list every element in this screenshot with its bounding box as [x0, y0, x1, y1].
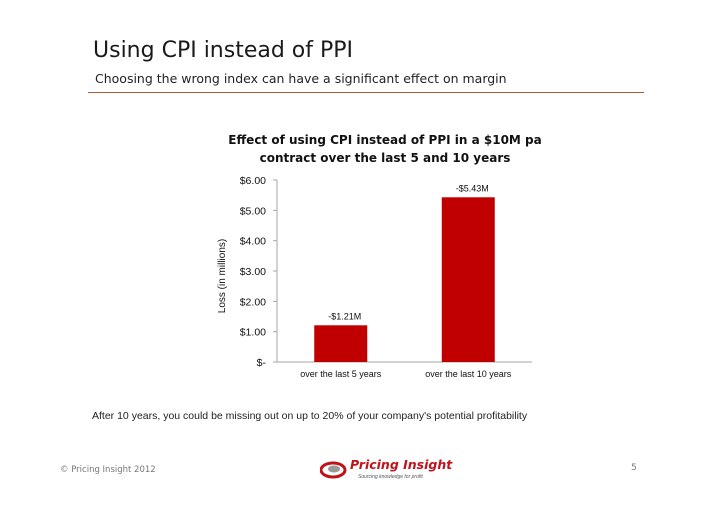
- x-category-label: over the last 10 years: [425, 369, 512, 379]
- logo-swirl-icon: [320, 461, 347, 479]
- copyright-text: © Pricing Insight 2012: [60, 465, 156, 475]
- y-axis-label: Loss (in millions): [217, 239, 228, 313]
- chart-title: Effect of using CPI instead of PPI in a …: [200, 131, 570, 167]
- pricing-insight-logo: Pricing Insight Sourcing knowledge for p…: [320, 455, 452, 487]
- bar: [314, 325, 368, 362]
- footnote: After 10 years, you could be missing out…: [92, 410, 528, 422]
- logo-tagline: Sourcing knowledge for profit: [358, 474, 423, 480]
- bar: [441, 197, 495, 362]
- title-divider: [88, 92, 644, 93]
- logo-name: Pricing Insight: [350, 457, 453, 472]
- bar-data-label: -$5.43M: [456, 183, 489, 193]
- slide-title: Using CPI instead of PPI: [93, 38, 354, 63]
- bar-data-label: -$1.21M: [328, 311, 361, 321]
- y-tick-label: $6.00: [240, 175, 266, 187]
- page-number: 5: [631, 463, 637, 473]
- chart-title-line-1: Effect of using CPI instead of PPI in a …: [228, 133, 542, 147]
- y-tick-label: $3.00: [240, 266, 266, 278]
- chart-title-line-2: contract over the last 5 and 10 years: [259, 151, 511, 165]
- y-tick-label: $4.00: [240, 236, 266, 248]
- y-tick-label: $-: [257, 357, 267, 369]
- y-tick-label: $1.00: [240, 327, 266, 339]
- y-tick-label: $2.00: [240, 296, 266, 308]
- x-category-label: over the last 5 years: [300, 369, 382, 379]
- y-tick-label: $5.00: [240, 205, 266, 217]
- bar-chart: $- $1.00 $2.00 $3.00 $4.00 $5.00 $6.00 Loss (in…: [217, 175, 532, 379]
- slide-subtitle: Choosing the wrong index can have a sign…: [95, 71, 507, 86]
